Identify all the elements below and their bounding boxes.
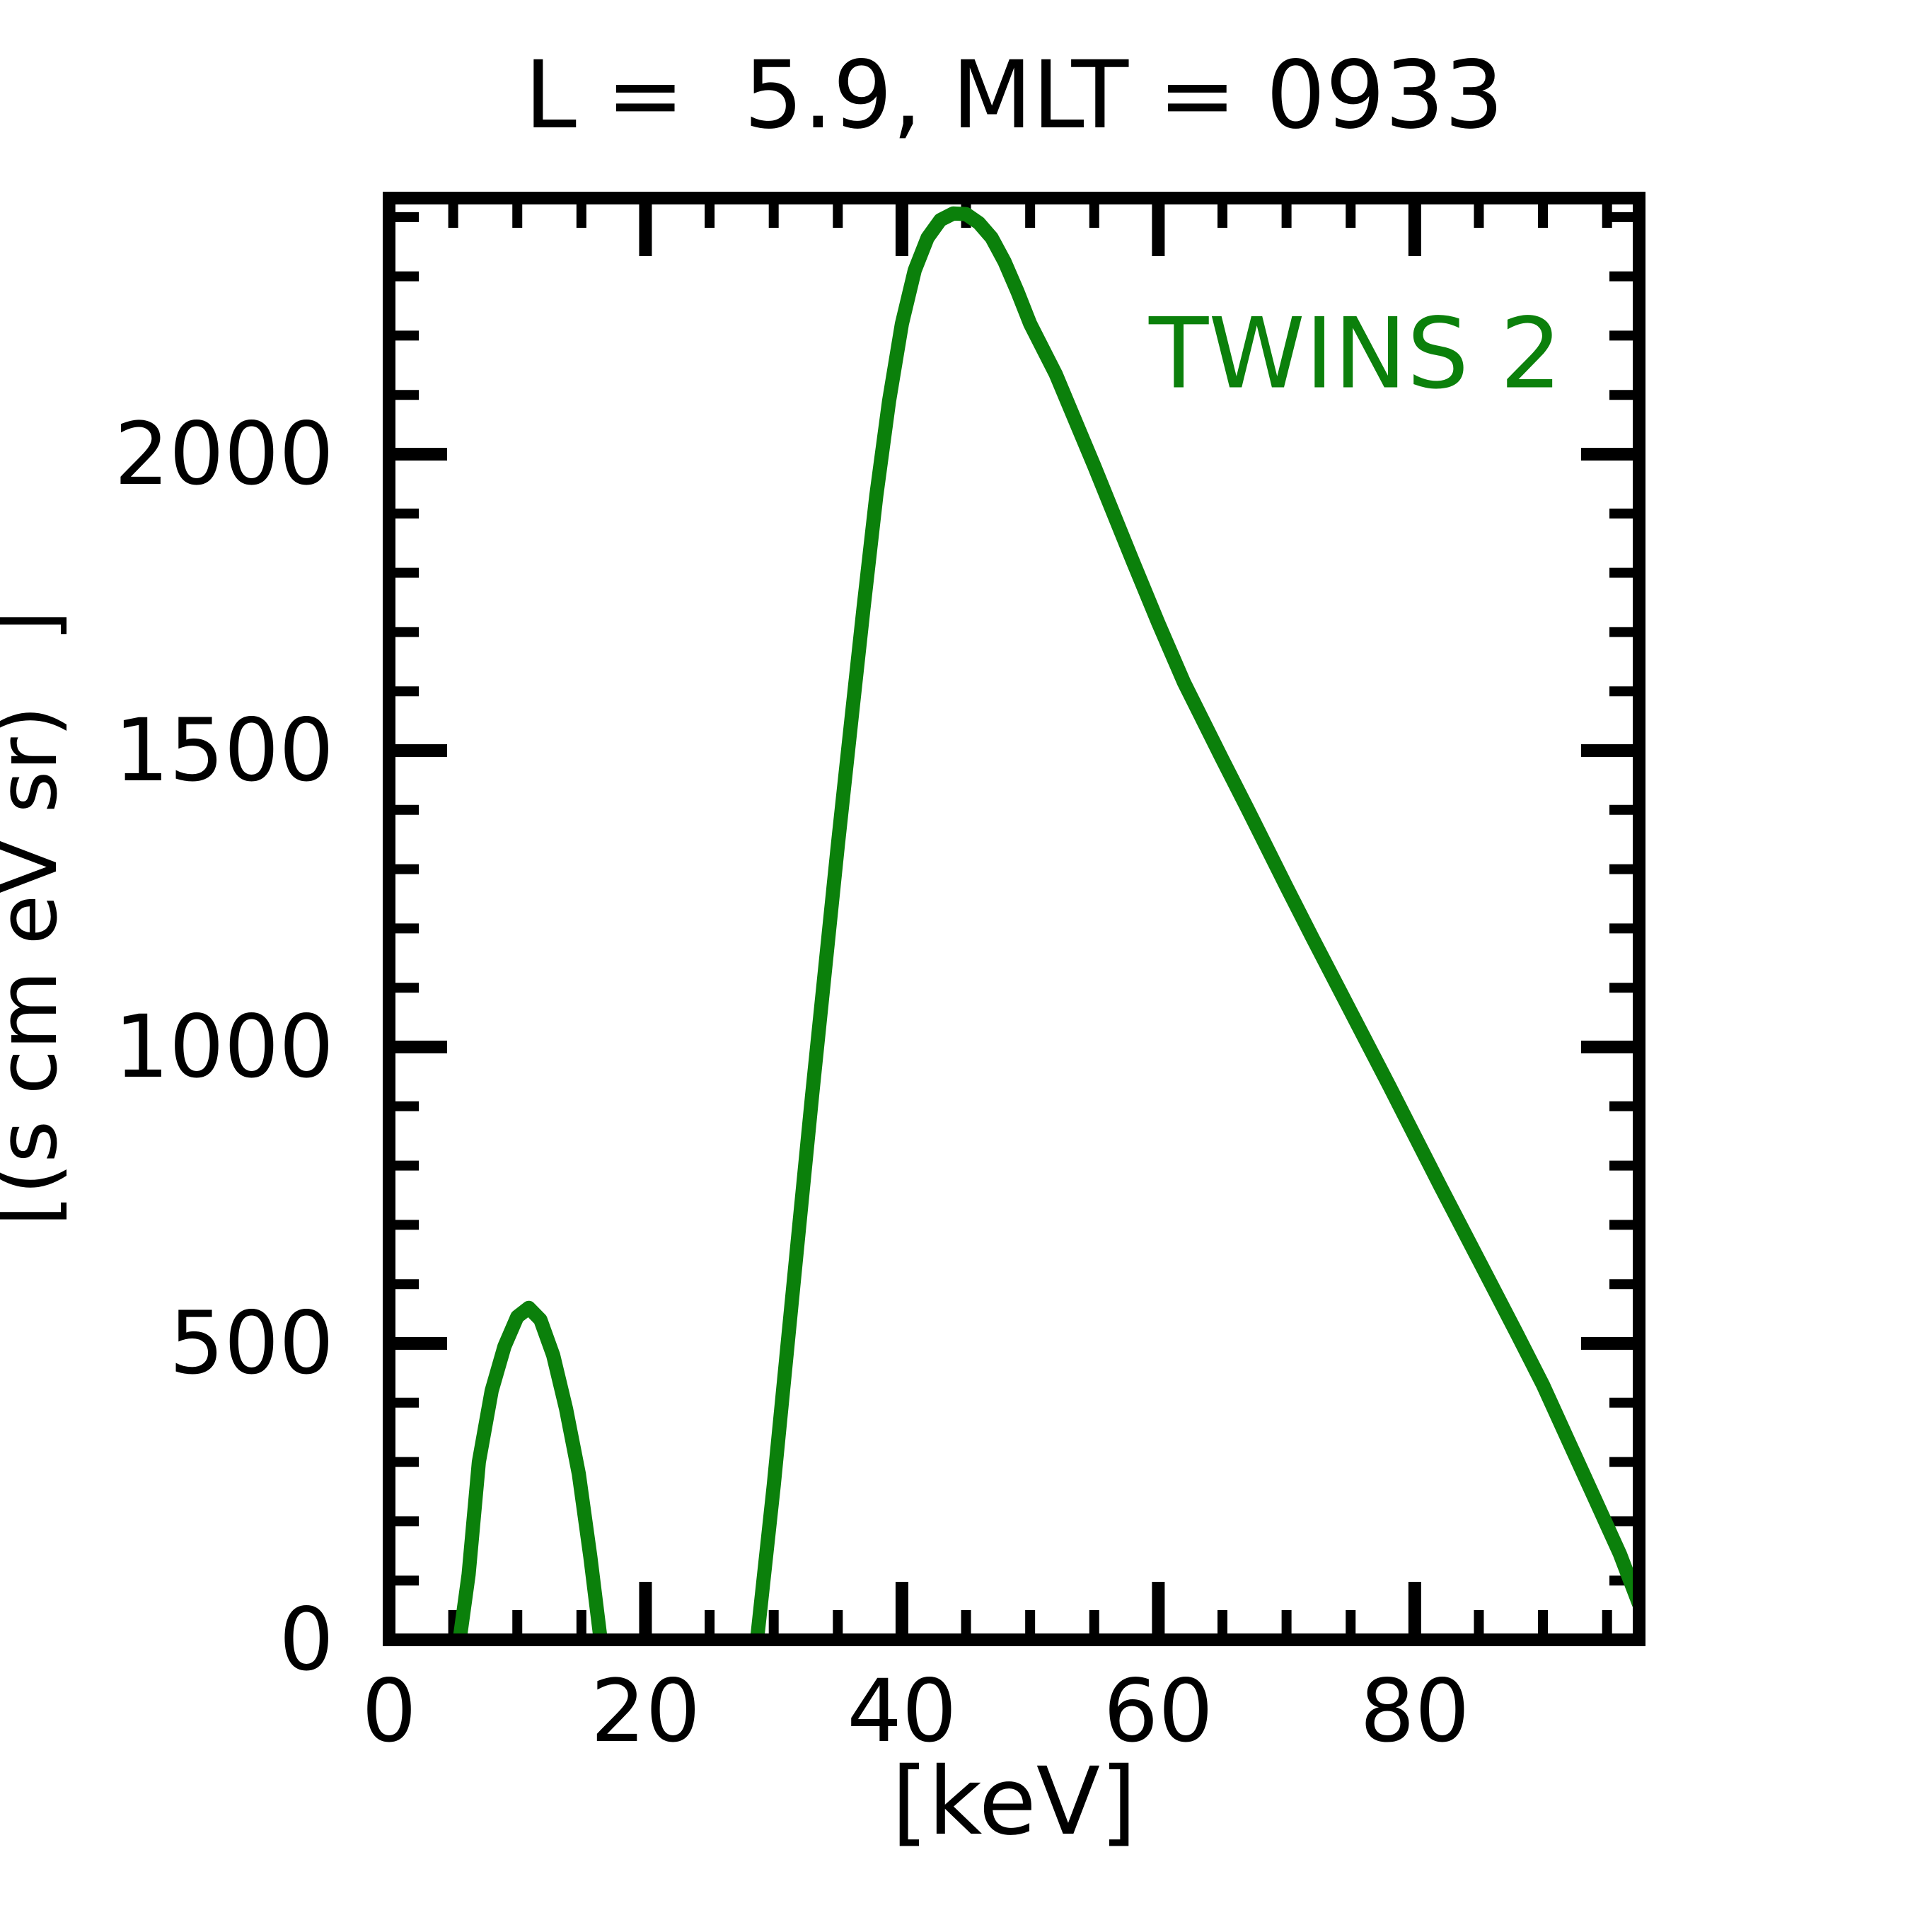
x-axis-label: [keV]	[891, 1747, 1137, 1856]
y-tick-label: 0	[279, 1589, 334, 1690]
plot-border	[383, 192, 1645, 1646]
chart-title: L = 5.9, MLT = 0933	[524, 41, 1504, 150]
x-tick-label: 20	[590, 1661, 701, 1762]
y-tick-label: 1500	[114, 700, 334, 801]
y-tick-label: 1000	[114, 996, 334, 1097]
y-axis-label: [(s cm eV sr)]	[0, 511, 81, 1325]
legend-twins2-label: TWINS 2	[1149, 296, 1562, 411]
x-tick-label: 0	[361, 1661, 417, 1762]
y-tick-label: 2000	[114, 403, 334, 504]
y-tick-label: 500	[169, 1292, 334, 1394]
x-tick-label: 80	[1360, 1661, 1470, 1762]
y-axis-label-prefix: [(s cm eV sr)	[0, 705, 76, 1227]
data-line-twins-2	[452, 206, 1639, 1640]
x-tick-label: 60	[1103, 1661, 1213, 1762]
y-axis-label-suffix: ]	[0, 611, 76, 642]
x-tick-label: 40	[847, 1661, 957, 1762]
